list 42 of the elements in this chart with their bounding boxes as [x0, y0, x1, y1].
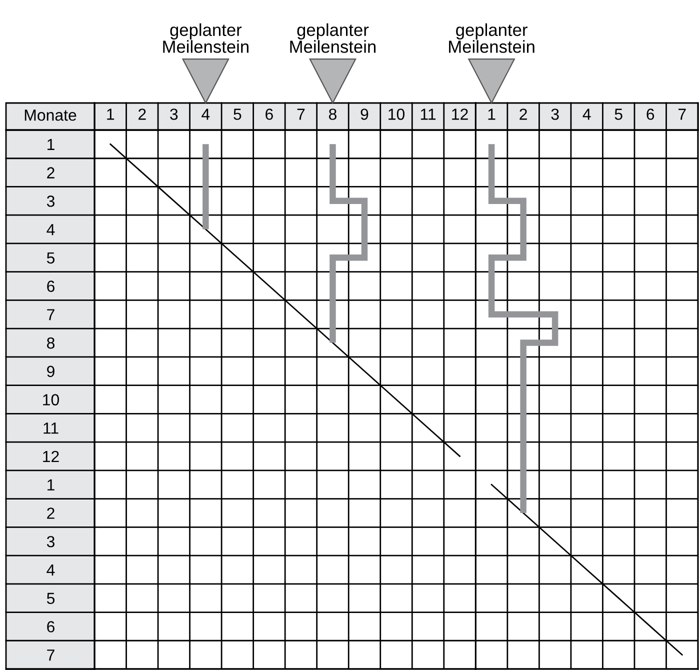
text: geplanter Meilenstein — [449, 23, 534, 53]
x-tick-label: 6 — [266, 108, 273, 120]
text: geplanter Meilenstein — [290, 23, 376, 53]
y-tick-label: 12 — [43, 450, 59, 462]
text: geplanter Meilenstein — [163, 23, 248, 53]
y-tick-label: 1 — [48, 138, 54, 150]
x-tick-label: 1 — [488, 108, 496, 120]
y-tick-label: 6 — [47, 621, 54, 632]
x-tick-label: 6 — [646, 108, 654, 120]
y-axis-title: Monate — [24, 110, 76, 121]
x-tick-label: 5 — [234, 108, 242, 120]
y-tick-label: 3 — [46, 536, 54, 548]
x-tick-label: 2 — [520, 108, 527, 120]
x-tick-label: 4 — [582, 108, 591, 120]
y-tick-label: 9 — [47, 366, 54, 378]
y-tick-label: 4 — [46, 224, 55, 236]
y-tick-label: 7 — [47, 650, 54, 661]
x-tick-label: 8 — [328, 108, 336, 120]
y-tick-label: 2 — [47, 508, 54, 519]
y-tick-label: 1 — [48, 479, 54, 490]
x-tick-label: 7 — [297, 108, 305, 120]
x-tick-label: 4 — [202, 108, 210, 120]
y-tick-label: 11 — [44, 422, 58, 434]
y-tick-label: 3 — [46, 196, 54, 207]
y-tick-label: 5 — [46, 252, 55, 264]
y-tick-label: 4 — [46, 564, 55, 576]
x-tick-label: 9 — [360, 108, 368, 120]
y-tick-label: 2 — [47, 167, 54, 178]
x-tick-label: 12 — [452, 108, 468, 120]
x-tick-label: 10 — [388, 108, 405, 120]
y-tick-label: 10 — [43, 394, 60, 406]
y-tick-label: 8 — [47, 337, 54, 349]
x-tick-label: 2 — [138, 108, 146, 120]
x-tick-label: 3 — [551, 108, 559, 120]
x-tick-label: 3 — [170, 108, 178, 120]
y-tick-label: 7 — [47, 309, 54, 320]
y-tick-label: 6 — [47, 280, 54, 292]
x-tick-label: 7 — [678, 108, 686, 120]
y-tick-label: 5 — [46, 592, 55, 604]
x-tick-label: 5 — [614, 108, 622, 120]
x-tick-label: 1 — [107, 108, 114, 120]
x-tick-label: 11 — [420, 108, 436, 120]
